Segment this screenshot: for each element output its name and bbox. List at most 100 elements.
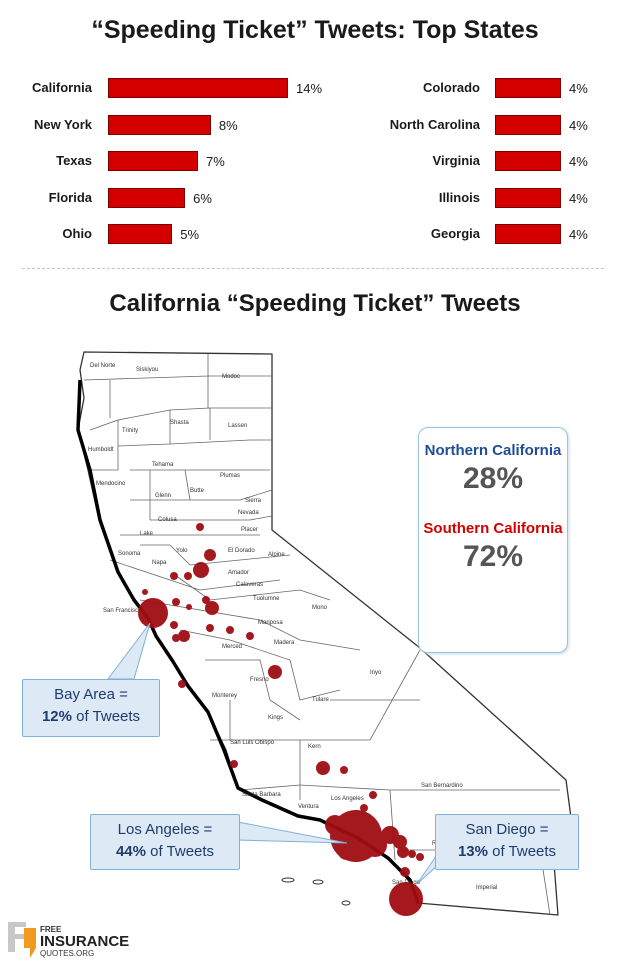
county-label: Santa Barbara [242,792,281,798]
bar-value-colorado: 4% [569,81,588,96]
county-label: Kern [308,744,321,750]
bar-label-colorado: Colorado [422,80,480,95]
county-label: Mariposa [258,620,283,626]
county-label: Fresno [250,677,269,683]
county-label: Modoc [222,374,240,380]
county-label: Napa [152,560,167,566]
county-label: Mono [312,605,328,611]
bay-area-callout-title: Bay Area = [54,686,128,703]
bar-california [108,78,288,98]
bar-value-california: 14% [296,81,323,96]
bay-area-callout-suffix: of Tweets [71,708,141,725]
bar-value-illinois: 4% [569,190,588,206]
california-map: Del Norte Siskiyou Modoc Humboldt Trinity Sha… [76,351,575,916]
bar-value-north-carolina: 4% [569,117,588,133]
san-diego-callout-value: 13% [457,843,488,860]
county-label: Butte [190,488,205,494]
channel-islands [281,877,351,906]
county-label: Mendocino [96,481,126,487]
logo-mark-icon: FREE INSURANCE QUOTES.ORG [8,922,129,958]
bar-value-new-york: 8% [218,117,238,133]
logo-line1: FREE [40,925,62,934]
county-label: Lake [140,531,154,537]
bar-value-texas: 7% [206,154,225,169]
county-label: El Dorado [228,548,255,554]
bar-texas [108,151,198,171]
bar-label-ohio: Ohio [62,226,92,241]
bar-value-florida: 6% [193,190,212,206]
county-label: Merced [222,644,242,650]
northern-region-label: Northern California [424,442,562,459]
free-insurance-quotes-logo: FREE INSURANCE QUOTES.ORG [6,918,156,967]
county-label: Kings [268,715,283,721]
los-angeles-callout-title: Los Angeles = [117,821,213,838]
southern-region-label: Southern California [423,520,563,537]
county-label: Monterey [212,693,237,699]
county-label: Trinity [122,428,138,434]
bar-label-north-carolina: North Carolina [389,116,480,132]
county-label: Madera [274,640,295,646]
bar-value-virginia: 4% [569,154,588,169]
san-diego-callout: San Diego = 13% of Tweets [435,814,579,870]
county-label: Amador [228,570,249,576]
san-diego-callout-title: San Diego = [465,821,549,838]
county-label: Glenn [155,493,171,499]
county-label: Ventura [298,804,319,810]
northern-region-percent: 28% [462,462,524,495]
county-label: Colusa [158,517,177,523]
bar-label-illinois: Illinois [438,189,480,205]
bay-area-callout: Bay Area = 12% of Tweets [22,679,160,737]
bar-florida [108,187,186,208]
bar-north-carolina [495,114,561,135]
section-divider [22,268,604,269]
county-label: Alpine [268,552,285,558]
bar-georgia [495,224,561,244]
los-angeles-callout-suffix: of Tweets [145,843,215,860]
bay-area-callout-value: 12% [41,708,72,725]
bar-label-virginia: Virginia [432,153,480,168]
county-label: Sonoma [118,551,141,557]
county-label: Humboldt [88,447,114,453]
bar-label-new-york: New York [33,116,92,132]
bar-ohio [108,224,173,244]
county-label: Plumas [220,473,240,479]
bar-virginia [495,151,561,171]
county-label: Placer [241,527,258,533]
county-label: Lassen [228,423,247,429]
bar-label-georgia: Georgia [430,226,480,241]
county-label: Inyo [370,670,382,676]
bar-value-georgia: 4% [569,227,588,242]
logo-line2: INSURANCE [40,933,129,950]
logo-line3: QUOTES.ORG [40,949,94,958]
california-title: California “Speeding Ticket” Tweets [109,290,521,317]
county-label: San Bernardino [421,783,463,789]
bar-label-texas: Texas [56,153,92,168]
county-label: Yolo [176,548,188,554]
bar-value-ohio: 5% [180,227,200,242]
county-label: Tehama [152,462,174,468]
bar-colorado [495,78,561,98]
county-lines [83,354,560,916]
county-label: San Luis Obispo [230,740,275,746]
county-label: Siskiyou [136,367,158,373]
county-label: Del Norte [90,363,116,369]
region-summary-box: Northern California 28% Southern Califor… [418,427,568,653]
bar-label-florida: Florida [48,189,92,205]
tweet-markers [138,523,424,916]
county-label: Tulare [312,697,329,703]
county-label: Sierra [245,498,262,504]
county-label: Imperial [476,885,497,891]
bar-new-york [108,114,211,135]
los-angeles-callout: Los Angeles = 44% of Tweets [90,814,240,870]
bar-illinois [495,187,561,208]
county-label: Calaveras [236,582,263,588]
county-label: San Francisco [103,608,142,614]
bar-label-california: California [32,80,92,95]
county-label: Nevada [238,510,259,516]
top-states-title: “Speeding Ticket” Tweets: Top States [91,16,539,44]
county-label: Los Angeles [331,796,364,802]
san-diego-callout-suffix: of Tweets [487,843,557,860]
county-label: Tuolumne [253,596,280,602]
southern-region-percent: 72% [462,540,524,573]
county-label: Shasta [170,420,189,426]
